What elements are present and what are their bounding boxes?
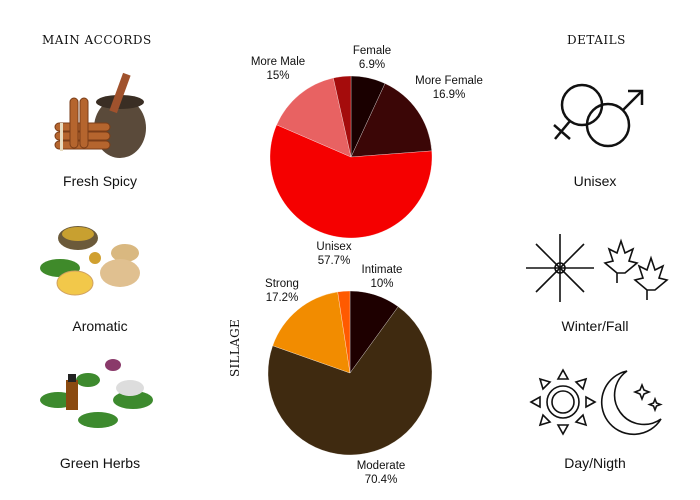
pie-slice-strong — [272, 291, 351, 374]
snowflake-leaves-icon — [526, 234, 669, 302]
detail-label: Winter/Fall — [561, 318, 629, 334]
pie-label-unisex: Unisex 57.7% — [316, 241, 352, 267]
pie-slice-male — [333, 75, 352, 158]
pie-slice-more-female — [350, 83, 432, 158]
pie-slice-unisex — [269, 124, 433, 239]
ginger-herbs-image — [40, 226, 140, 296]
main-accords-title: MAIN ACCORDS — [42, 33, 152, 47]
cinnamon-image — [54, 72, 146, 158]
pie-label-moderate: Moderate 70.4% — [356, 460, 406, 486]
gender-symbols-icon — [553, 83, 644, 148]
sun-moon-icon — [529, 368, 663, 436]
pie-label-female: Female 6.9% — [352, 45, 392, 71]
pie-label-strong: Strong 17.2% — [265, 278, 299, 304]
accord-label: Aromatic — [72, 318, 128, 334]
basil-oil-image — [40, 359, 153, 428]
accord-label: Fresh Spicy — [63, 173, 137, 189]
pie-slice-moderate — [267, 306, 433, 456]
pie-label-more-male: More Male 15% — [250, 56, 306, 82]
accord-label: Green Herbs — [59, 455, 141, 471]
details-title: DETAILS — [567, 33, 626, 47]
pie-slice-more-male — [276, 77, 352, 158]
detail-label: Day/Nigth — [564, 455, 626, 471]
pie-label-intimate: Intimate 10% — [361, 264, 403, 290]
sillage-title: SILLAGE — [228, 318, 242, 377]
pie-slice-enormous — [337, 290, 351, 374]
pie-label-more-female: More Female 16.9% — [415, 75, 483, 101]
detail-label: Unisex — [573, 173, 617, 189]
